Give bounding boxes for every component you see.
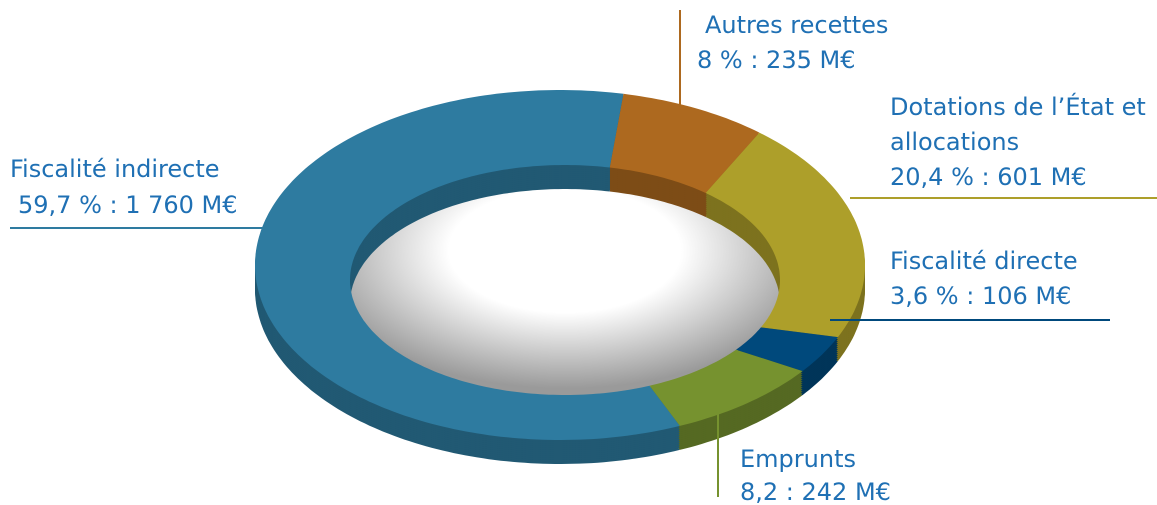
slice: [705, 132, 865, 338]
hole-floor: [350, 170, 780, 400]
slice: [649, 349, 803, 426]
slice: [736, 327, 838, 372]
value-label: 20,4 % : 601 M€: [890, 163, 1087, 191]
slice: [609, 93, 760, 193]
category-label: Dotations de l’État et allocations: [890, 93, 1146, 156]
value-label: 3,6 % : 106 M€: [890, 282, 1072, 310]
value-label: 8 % : 235 M€: [697, 46, 856, 74]
category-label: Autres recettes: [705, 11, 889, 39]
category-label: Emprunts: [740, 445, 856, 473]
value-label: 8,2 : 242 M€: [740, 478, 891, 505]
category-label: Fiscalité indirecte: [10, 155, 220, 183]
category-label: Fiscalité directe: [890, 247, 1078, 275]
slice: [255, 90, 680, 440]
value-label: 59,7 % : 1 760 M€: [18, 191, 238, 219]
